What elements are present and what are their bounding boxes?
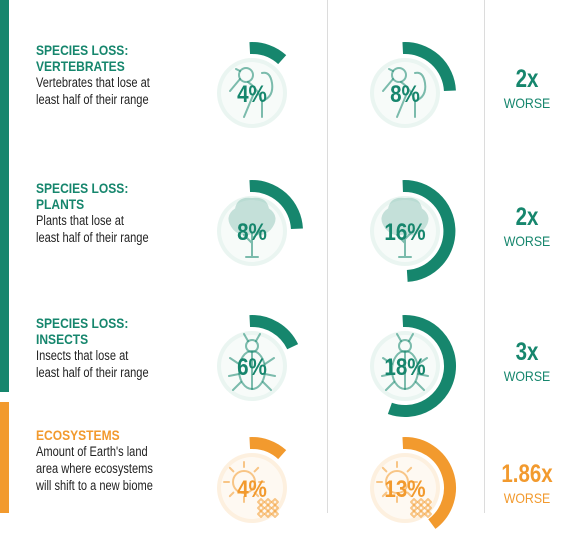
- row-title: ECOSYSTEMS: [36, 427, 120, 443]
- row-description: least half of their range: [36, 365, 149, 380]
- monkey-icon: [382, 67, 427, 118]
- row-description: area where ecosystems: [36, 461, 153, 476]
- gauge-arc: [402, 42, 456, 92]
- gauge-value-label: 18%: [384, 354, 425, 381]
- row-title: SPECIES LOSS:: [36, 315, 129, 331]
- ratio-worse-label: WORSE: [503, 95, 551, 111]
- row-description: will shift to a new biome: [36, 478, 153, 493]
- row-title: SPECIES LOSS:: [36, 42, 129, 58]
- gauge-current: 4%: [217, 42, 287, 128]
- row-title: VERTEBRATES: [36, 58, 125, 74]
- ratio-multiplier: 3x: [515, 338, 539, 366]
- sun-icon: [376, 461, 432, 518]
- row-title: INSECTS: [36, 331, 89, 347]
- monkey-icon: [229, 67, 274, 118]
- gauge-inner: [374, 62, 436, 124]
- ratio-block: 2x WORSE: [482, 203, 572, 249]
- gauge-value-label: 4%: [237, 81, 267, 108]
- ratio-block: 2x WORSE: [482, 65, 572, 111]
- gauge-arc: [249, 180, 303, 230]
- gauge-projected: 8%: [370, 42, 456, 128]
- gauge-inner: [374, 200, 436, 262]
- row-label: SPECIES LOSS: INSECTS Insects that lose at…: [36, 315, 211, 381]
- ratio-worse-label: WORSE: [503, 490, 551, 506]
- row-description: Vertebrates that lose at: [36, 75, 150, 90]
- tree-icon: [381, 197, 429, 258]
- tree-icon: [228, 197, 276, 258]
- row-title: PLANTS: [36, 196, 85, 212]
- row-description: Amount of Earth's land: [36, 444, 148, 459]
- gauge-arc: [249, 315, 299, 350]
- gauge-value-label: 6%: [237, 354, 267, 381]
- ratio-multiplier: 1.86x: [501, 460, 553, 488]
- row-title: SPECIES LOSS:: [36, 180, 129, 196]
- column-divider: [327, 0, 328, 513]
- gauge-projected: 13%: [370, 437, 456, 529]
- row-label: SPECIES LOSS: VERTEBRATES Vertebrates that…: [36, 42, 211, 108]
- gauge-value-label: 16%: [384, 219, 425, 246]
- ratio-worse-label: WORSE: [503, 233, 551, 249]
- gauge-arc: [249, 437, 287, 460]
- ratio-multiplier: 2x: [515, 65, 539, 93]
- gauge-value-label: 8%: [237, 219, 267, 246]
- species-section-bar: [0, 0, 9, 392]
- column-divider: [484, 0, 485, 513]
- ratio-worse-label: WORSE: [503, 368, 551, 384]
- gauge-arc: [402, 180, 456, 282]
- gauge-current: 4%: [217, 437, 287, 523]
- row-label: SPECIES LOSS: PLANTS Plants that lose at le…: [36, 180, 211, 246]
- gauge-value-label: 13%: [384, 476, 425, 503]
- gauge-projected: 16%: [370, 180, 456, 282]
- gauge-arc: [387, 315, 456, 417]
- ecosystems-section-bar: [0, 402, 9, 513]
- gauge-value-label: 4%: [237, 476, 267, 503]
- gauge-current: 8%: [217, 180, 303, 266]
- gauge-inner: [221, 200, 283, 262]
- row-description: Insects that lose at: [36, 348, 129, 363]
- gauge-inner: [221, 62, 283, 124]
- ratio-block: 1.86x WORSE: [482, 460, 572, 506]
- gauge-value-label: 8%: [390, 81, 420, 108]
- beetle-icon: [381, 333, 429, 391]
- row-description: least half of their range: [36, 92, 149, 107]
- row-label: ECOSYSTEMS Amount of Earth's land area whe…: [36, 427, 211, 494]
- gauge-projected: 18%: [370, 315, 456, 417]
- ratio-multiplier: 2x: [515, 203, 539, 231]
- gauge-arc: [249, 42, 287, 65]
- gauge-current: 6%: [217, 315, 299, 401]
- row-description: Plants that lose at: [36, 213, 125, 228]
- ratio-block: 3x WORSE: [482, 338, 572, 384]
- beetle-icon: [228, 333, 276, 391]
- row-description: least half of their range: [36, 230, 149, 245]
